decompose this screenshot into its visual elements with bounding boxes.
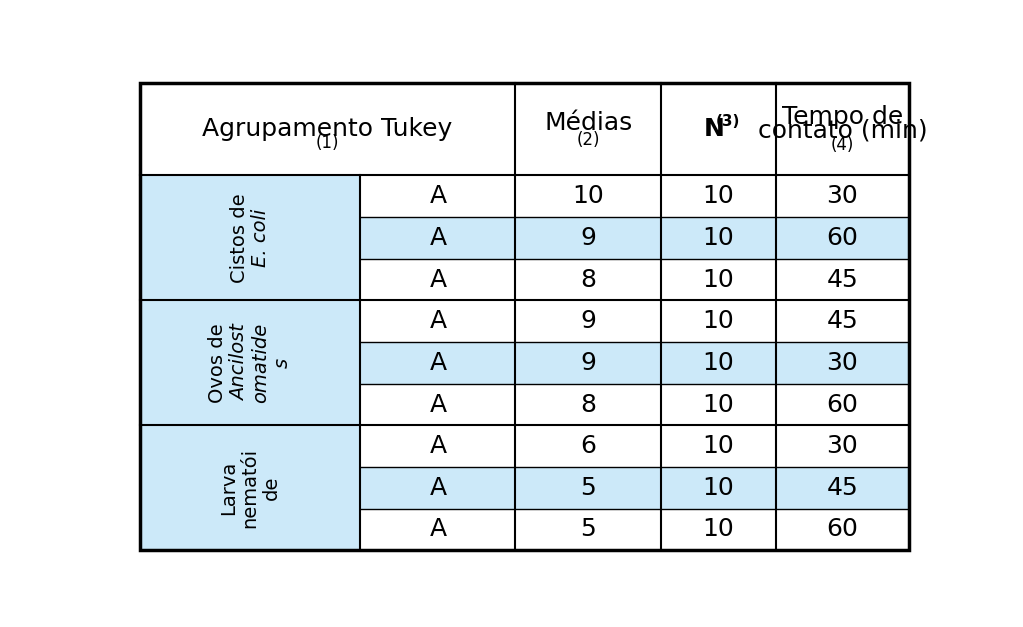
Text: 10: 10 (703, 517, 735, 542)
Text: A: A (430, 517, 446, 542)
Text: s: s (273, 358, 292, 368)
Bar (516, 342, 661, 384)
Text: 10: 10 (703, 393, 735, 416)
Bar (360, 508, 516, 551)
Bar (516, 384, 661, 425)
Bar (661, 508, 775, 551)
Text: 8: 8 (580, 268, 596, 292)
Text: 10: 10 (703, 434, 735, 458)
Text: 60: 60 (827, 393, 858, 416)
Text: 9: 9 (580, 309, 596, 333)
Text: 10: 10 (572, 184, 605, 208)
Bar (661, 384, 775, 425)
Text: 10: 10 (703, 309, 735, 333)
Text: 5: 5 (580, 517, 596, 542)
Text: 30: 30 (827, 184, 858, 208)
Text: 30: 30 (827, 351, 858, 375)
Bar (516, 425, 661, 467)
Text: A: A (430, 393, 446, 416)
Bar (661, 300, 775, 342)
Bar (775, 217, 909, 259)
Bar (360, 467, 516, 508)
Bar (775, 425, 909, 467)
Bar (775, 342, 909, 384)
Bar (775, 176, 909, 217)
Bar (360, 425, 516, 467)
Bar (516, 259, 661, 300)
Bar (661, 83, 775, 176)
Bar (139, 425, 360, 551)
Bar (516, 300, 661, 342)
Text: 45: 45 (827, 268, 858, 292)
Bar (775, 83, 909, 176)
Text: Médias: Médias (544, 111, 632, 135)
Text: 45: 45 (827, 476, 858, 500)
Bar (661, 259, 775, 300)
Text: (1): (1) (316, 134, 340, 152)
Text: 10: 10 (703, 351, 735, 375)
Bar (661, 342, 775, 384)
Text: Ovos de: Ovos de (208, 323, 227, 403)
Bar (139, 300, 360, 425)
Bar (139, 176, 360, 300)
Text: 9: 9 (580, 351, 596, 375)
Text: 10: 10 (703, 184, 735, 208)
Text: Agrupamento Tukey: Agrupamento Tukey (203, 117, 452, 141)
Text: Larva: Larva (219, 461, 237, 515)
Bar (775, 259, 909, 300)
Text: contato (min): contato (min) (758, 119, 927, 143)
Bar (661, 217, 775, 259)
Text: A: A (430, 226, 446, 250)
Text: 60: 60 (827, 226, 858, 250)
Text: (4): (4) (831, 135, 854, 154)
Bar (775, 384, 909, 425)
Text: N: N (704, 117, 725, 141)
Text: Cistos de: Cistos de (229, 193, 249, 283)
Bar (360, 384, 516, 425)
Text: 9: 9 (580, 226, 596, 250)
Bar (516, 467, 661, 508)
Text: Ancilost: Ancilost (229, 324, 249, 401)
Bar (360, 217, 516, 259)
Text: 10: 10 (703, 268, 735, 292)
Bar (360, 342, 516, 384)
Text: A: A (430, 184, 446, 208)
Text: A: A (430, 351, 446, 375)
Text: 60: 60 (827, 517, 858, 542)
Text: A: A (430, 434, 446, 458)
Bar (516, 217, 661, 259)
Text: de: de (262, 476, 281, 500)
Bar (661, 425, 775, 467)
Bar (360, 259, 516, 300)
Text: 6: 6 (580, 434, 596, 458)
Text: 5: 5 (580, 476, 596, 500)
Bar (661, 467, 775, 508)
Text: 30: 30 (827, 434, 858, 458)
Bar (516, 508, 661, 551)
Bar (661, 176, 775, 217)
Text: E. coli: E. coli (252, 209, 270, 267)
Text: 45: 45 (827, 309, 858, 333)
Bar (360, 300, 516, 342)
Bar (775, 467, 909, 508)
Text: (3): (3) (715, 114, 740, 129)
Text: 10: 10 (703, 226, 735, 250)
Bar (775, 508, 909, 551)
Text: 8: 8 (580, 393, 596, 416)
Bar (775, 300, 909, 342)
Bar (516, 176, 661, 217)
Text: A: A (430, 309, 446, 333)
Text: (2): (2) (577, 131, 599, 149)
Bar (139, 83, 516, 176)
Text: nematói: nematói (240, 448, 260, 528)
Bar (516, 83, 661, 176)
Text: Tempo de: Tempo de (782, 105, 903, 129)
Bar (360, 176, 516, 217)
Text: A: A (430, 268, 446, 292)
Text: omatide: omatide (252, 323, 270, 403)
Text: A: A (430, 476, 446, 500)
Text: 10: 10 (703, 476, 735, 500)
